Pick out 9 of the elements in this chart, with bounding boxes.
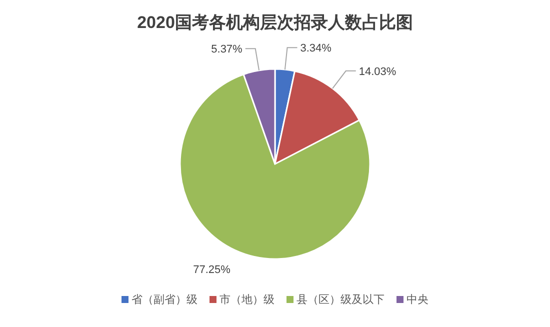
- legend-label: 市（地）级: [220, 293, 274, 306]
- legend-label: 中央: [406, 293, 428, 306]
- legend-label: 省（副省）级: [132, 293, 198, 306]
- chart-title: 2020国考各机构层次招录人数占比图: [137, 13, 413, 32]
- data-label: 3.34%: [300, 42, 332, 55]
- data-label: 14.03%: [358, 66, 396, 78]
- data-label: 77.25%: [193, 264, 231, 276]
- legend-label: 县（区）级及以下: [296, 293, 384, 306]
- data-label: 5.37%: [211, 44, 243, 56]
